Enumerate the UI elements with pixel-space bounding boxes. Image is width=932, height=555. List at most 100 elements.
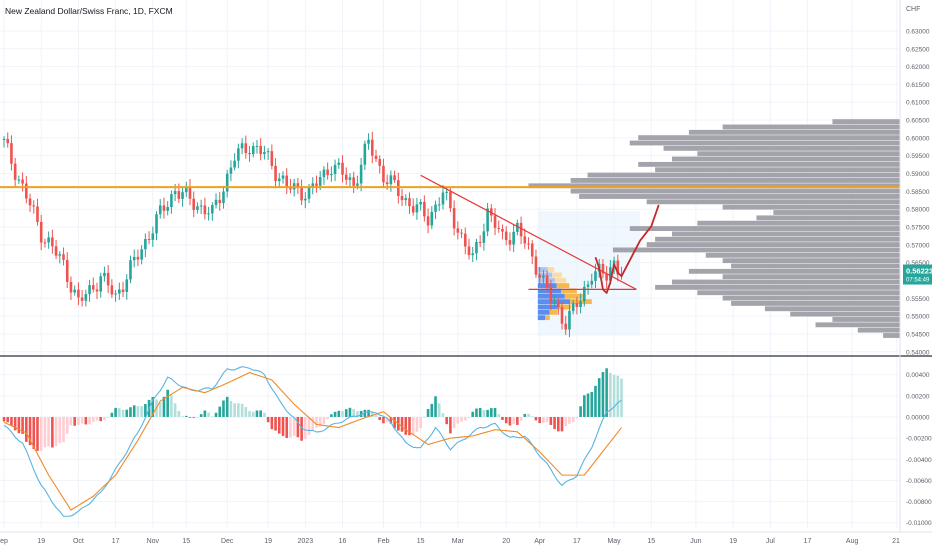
candle-body — [337, 162, 341, 165]
time-tick-label: 19 — [264, 538, 272, 545]
volume-profile-bar — [663, 145, 900, 151]
candle-body — [601, 263, 605, 274]
candle — [170, 190, 173, 214]
histogram-bar — [203, 410, 207, 417]
macd-pane[interactable] — [2, 366, 623, 517]
candle-body — [363, 143, 367, 165]
time-tick-label: ep — [0, 538, 8, 545]
candle — [333, 159, 337, 182]
candle-body — [255, 145, 259, 147]
histogram-bar — [408, 416, 411, 436]
candle — [39, 214, 43, 251]
candle-body — [564, 323, 568, 330]
volume-profile-bar — [832, 119, 900, 125]
candle — [452, 200, 456, 236]
candle-body — [10, 143, 13, 164]
candle — [80, 289, 84, 307]
candle — [95, 282, 99, 299]
candle — [222, 185, 225, 209]
candle-body — [382, 165, 385, 183]
histogram-bar — [289, 416, 292, 438]
volume-profile-bar — [570, 188, 900, 194]
histogram-bar — [620, 378, 623, 417]
candle — [155, 211, 158, 241]
candle-body — [73, 289, 76, 293]
price-tick-label: 0.61000 — [906, 100, 930, 107]
candle-body — [568, 310, 571, 330]
candle-body — [590, 280, 594, 285]
histogram-bar — [393, 416, 396, 429]
histogram-bar — [229, 400, 233, 417]
candle-body — [504, 231, 508, 241]
candle — [274, 158, 277, 189]
time-tick-label: 17 — [804, 538, 812, 545]
candle-body — [65, 259, 69, 282]
candle-body — [95, 289, 99, 292]
histogram-bar — [501, 416, 504, 420]
volume-profile-bar — [672, 231, 900, 237]
histogram-bar — [25, 416, 28, 442]
candle — [121, 281, 125, 298]
histogram-bar — [136, 406, 140, 417]
candle — [497, 220, 501, 233]
candle-body — [404, 198, 408, 201]
time-tick-label: 15 — [417, 538, 425, 545]
histogram-bar — [616, 375, 620, 417]
candle — [281, 171, 285, 184]
candle-body — [188, 186, 192, 199]
volume-profile-bar — [857, 327, 900, 333]
histogram-bar — [237, 403, 240, 417]
histogram-bar — [456, 416, 460, 424]
candle-body — [322, 169, 326, 178]
candle-body — [441, 192, 445, 205]
histogram-bar — [434, 396, 437, 417]
histogram-bar — [445, 416, 448, 425]
candle — [315, 175, 318, 193]
candle-body — [437, 204, 441, 206]
drawings[interactable] — [0, 174, 900, 294]
histogram-bar — [196, 416, 199, 418]
volume-profile-bar — [722, 295, 900, 301]
candle — [601, 259, 605, 279]
candle — [62, 247, 65, 266]
candle — [125, 274, 129, 300]
candle — [549, 280, 553, 311]
volume-profile-bar — [672, 156, 900, 162]
volume-profile-bar — [883, 333, 900, 338]
candle — [144, 233, 147, 258]
histogram-bar — [307, 416, 311, 435]
histogram-bar — [601, 372, 605, 417]
candle — [363, 140, 367, 171]
candle — [47, 231, 50, 249]
histogram-bar — [385, 416, 389, 423]
macd-tick-label: 0.00000 — [906, 414, 930, 421]
candle-body — [545, 275, 549, 288]
candle — [10, 135, 13, 171]
candle-body — [196, 206, 199, 210]
candle — [326, 162, 329, 180]
histogram-bar — [151, 396, 155, 417]
volume-profile-bar — [697, 220, 900, 226]
candle-body — [560, 307, 564, 324]
histogram-bar — [404, 416, 408, 435]
candle — [434, 200, 437, 220]
candle-body — [214, 199, 218, 206]
candle-body — [315, 183, 318, 186]
candle-body — [300, 187, 303, 201]
price-tick-label: 0.63000 — [906, 28, 930, 35]
fixed-profile-bar — [545, 315, 550, 321]
time-tick-label: Mar — [452, 538, 465, 545]
candle — [501, 224, 504, 240]
candle-body — [17, 179, 21, 181]
histogram-bar — [493, 407, 497, 417]
candle-body — [579, 301, 582, 308]
time-tick-label: 15 — [182, 538, 190, 545]
candle-body — [356, 183, 359, 186]
histogram-bar — [281, 416, 285, 436]
volume-profile-bar — [638, 135, 900, 141]
candle — [467, 238, 471, 260]
candle — [263, 145, 266, 160]
candle — [25, 176, 28, 204]
histogram-bar — [538, 416, 541, 424]
